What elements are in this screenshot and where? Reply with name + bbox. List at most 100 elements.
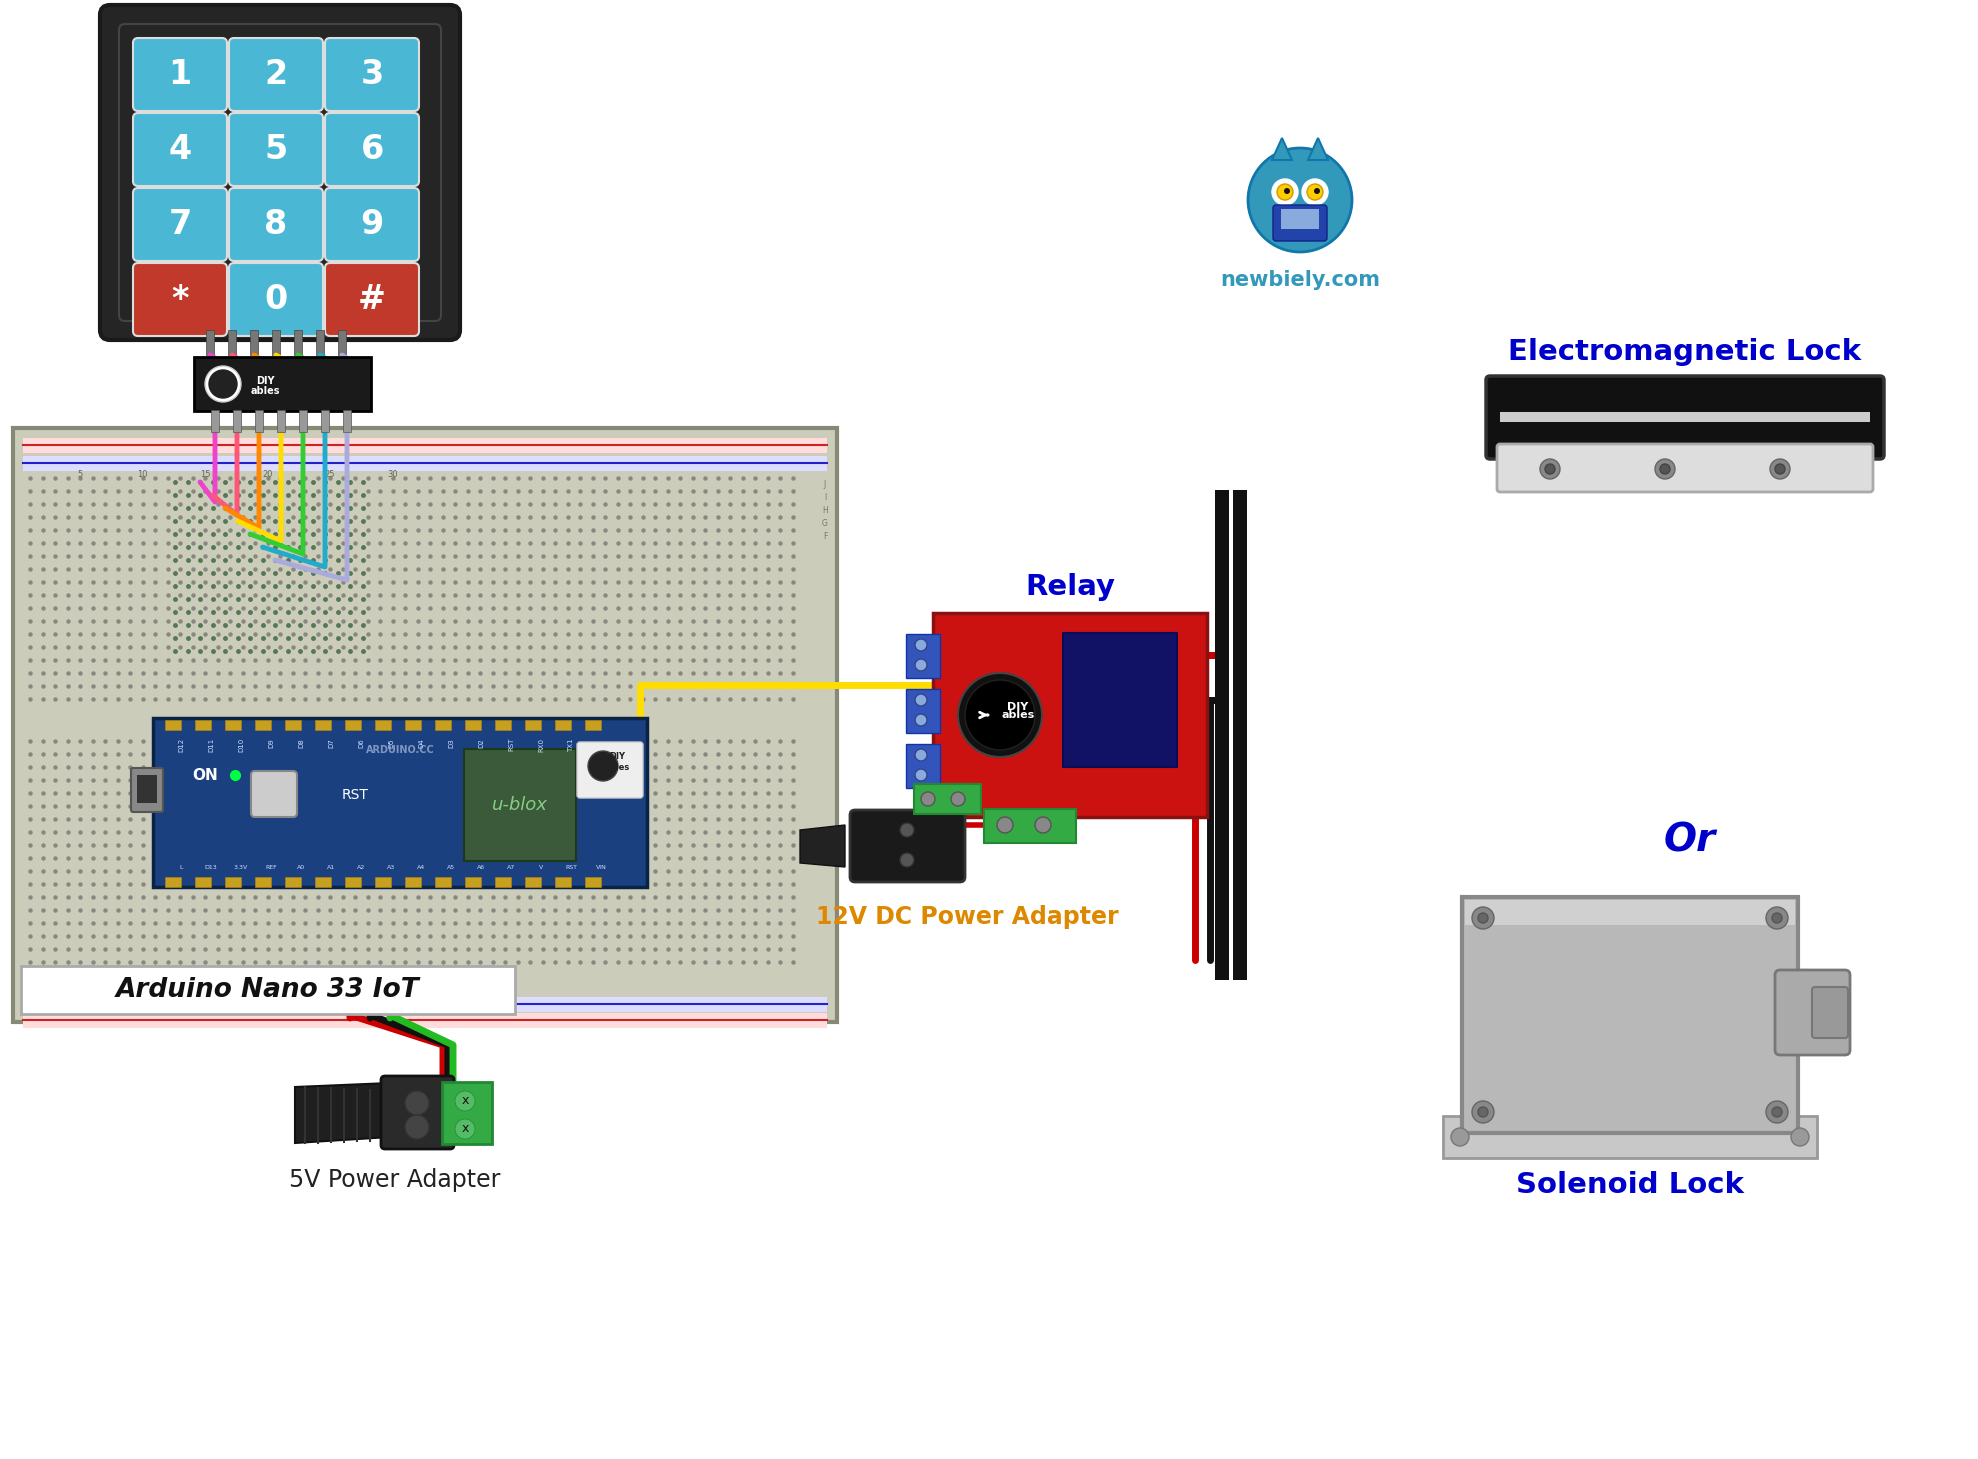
Bar: [585, 877, 601, 887]
Circle shape: [1790, 1128, 1810, 1145]
Circle shape: [1302, 179, 1327, 206]
FancyBboxPatch shape: [133, 38, 227, 111]
Bar: [435, 719, 451, 730]
Text: L: L: [180, 865, 182, 870]
Circle shape: [405, 1091, 429, 1115]
Bar: [1214, 490, 1228, 980]
Text: D13: D13: [204, 865, 218, 870]
Text: 10: 10: [136, 983, 148, 992]
Bar: [196, 877, 212, 887]
Text: 25: 25: [324, 470, 334, 479]
Circle shape: [587, 751, 617, 781]
Circle shape: [1478, 913, 1487, 924]
Circle shape: [1034, 817, 1050, 833]
Circle shape: [1272, 179, 1298, 206]
Text: 0: 0: [265, 283, 287, 317]
FancyBboxPatch shape: [194, 357, 372, 411]
Bar: [225, 877, 241, 887]
Bar: [24, 996, 827, 1013]
FancyBboxPatch shape: [1485, 376, 1883, 460]
Bar: [225, 719, 241, 730]
Circle shape: [1541, 460, 1561, 479]
Text: D5: D5: [388, 738, 394, 747]
Text: D4: D4: [417, 738, 423, 747]
Text: x: x: [461, 1122, 469, 1135]
Circle shape: [1766, 907, 1788, 929]
Circle shape: [965, 680, 1034, 750]
FancyBboxPatch shape: [441, 1083, 493, 1144]
Bar: [585, 719, 601, 730]
FancyBboxPatch shape: [1274, 206, 1327, 241]
Text: TX1: TX1: [568, 738, 574, 751]
Circle shape: [1472, 1102, 1493, 1123]
Text: Solenoid Lock: Solenoid Lock: [1515, 1172, 1745, 1199]
Text: 15: 15: [200, 470, 210, 479]
Text: 9: 9: [360, 209, 384, 241]
FancyBboxPatch shape: [22, 966, 514, 1014]
FancyBboxPatch shape: [1444, 1116, 1818, 1158]
FancyBboxPatch shape: [229, 188, 322, 261]
Bar: [277, 410, 285, 432]
Text: D2: D2: [479, 738, 485, 747]
FancyBboxPatch shape: [131, 767, 162, 813]
Circle shape: [455, 1119, 475, 1139]
Text: u-blox: u-blox: [493, 797, 548, 814]
Polygon shape: [1272, 139, 1292, 160]
Bar: [494, 877, 510, 887]
FancyBboxPatch shape: [229, 112, 322, 185]
Text: I: I: [825, 493, 827, 502]
Text: Electromagnetic Lock: Electromagnetic Lock: [1509, 338, 1861, 366]
FancyBboxPatch shape: [906, 689, 940, 732]
Bar: [227, 330, 235, 355]
Text: DIY
ables: DIY ables: [605, 753, 629, 772]
Bar: [465, 877, 481, 887]
FancyBboxPatch shape: [152, 718, 647, 887]
Text: 10: 10: [136, 470, 148, 479]
Circle shape: [206, 366, 241, 403]
FancyBboxPatch shape: [324, 112, 419, 185]
Text: A0: A0: [297, 865, 305, 870]
Bar: [299, 410, 307, 432]
Circle shape: [916, 659, 928, 671]
Text: 5V Power Adapter: 5V Power Adapter: [289, 1169, 500, 1192]
Bar: [405, 719, 421, 730]
Bar: [285, 719, 301, 730]
Text: newbiely.com: newbiely.com: [1220, 270, 1381, 290]
Text: D12: D12: [178, 738, 184, 753]
FancyBboxPatch shape: [101, 4, 461, 340]
Circle shape: [1766, 1102, 1788, 1123]
Circle shape: [1278, 184, 1294, 200]
Circle shape: [1472, 907, 1493, 929]
Text: A6: A6: [477, 865, 485, 870]
Bar: [405, 877, 421, 887]
Circle shape: [1545, 464, 1555, 474]
FancyBboxPatch shape: [1774, 970, 1849, 1055]
Bar: [164, 719, 182, 730]
Text: DIY
ables: DIY ables: [1001, 702, 1034, 721]
Text: Relay: Relay: [1025, 573, 1116, 601]
Text: Arduino Nano 33 IoT: Arduino Nano 33 IoT: [117, 978, 419, 1002]
Text: REF: REF: [265, 865, 277, 870]
Circle shape: [916, 748, 928, 762]
FancyBboxPatch shape: [1497, 444, 1873, 492]
Bar: [376, 877, 392, 887]
Text: 12V DC Power Adapter: 12V DC Power Adapter: [817, 905, 1120, 929]
Text: ARDUINO.CC: ARDUINO.CC: [366, 746, 435, 754]
FancyBboxPatch shape: [578, 743, 643, 798]
Text: D8: D8: [299, 738, 305, 748]
Bar: [524, 877, 542, 887]
Text: A7: A7: [506, 865, 514, 870]
Bar: [316, 330, 324, 355]
FancyBboxPatch shape: [465, 748, 576, 861]
Circle shape: [1660, 464, 1669, 474]
Text: 20: 20: [263, 983, 273, 992]
Text: A2: A2: [356, 865, 366, 870]
Text: 30: 30: [388, 983, 398, 992]
Text: F: F: [823, 531, 827, 540]
Text: RST: RST: [508, 738, 514, 751]
Circle shape: [916, 769, 928, 781]
Bar: [465, 719, 481, 730]
Bar: [24, 1013, 827, 1029]
Bar: [1232, 490, 1246, 980]
Text: 3: 3: [360, 58, 384, 90]
